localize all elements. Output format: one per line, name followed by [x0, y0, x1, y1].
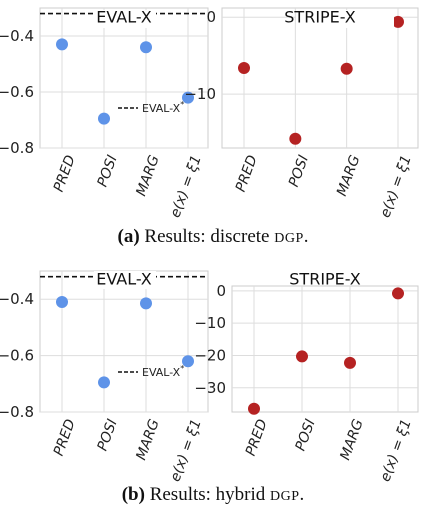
caption-a-text: Results: discrete	[140, 226, 275, 247]
caption-b-dgp: DGP	[270, 489, 300, 504]
data-point	[392, 287, 404, 300]
data-point	[140, 41, 152, 54]
data-point	[98, 112, 110, 125]
chart-title: EVAL-X	[96, 8, 152, 27]
x-tick-label: POSI	[95, 417, 121, 453]
caption-b: (b) Results: hybrid DGP.	[122, 484, 305, 505]
caption-a-end: .	[304, 226, 309, 247]
title-backdrop	[94, 10, 156, 28]
x-tick-label: MARG	[133, 417, 163, 462]
y-tick-label: −10	[184, 85, 216, 103]
chart-title: STRIPE-X	[289, 270, 361, 289]
data-point	[182, 91, 194, 104]
data-point	[344, 356, 356, 369]
data-point	[182, 355, 194, 368]
y-tick-label: −10	[194, 314, 226, 332]
x-tick-label: POSI	[286, 153, 312, 189]
x-tick-label: MARG	[337, 417, 367, 462]
caption-a: (a) Results: discrete DGP.	[118, 226, 309, 247]
x-tick-label: PRED	[51, 417, 79, 458]
x-tick-label: e(x) = ξ1	[167, 153, 204, 220]
x-tick-label: POSI	[95, 153, 121, 189]
chart-title: EVAL-X	[96, 270, 152, 289]
plot-area	[221, 7, 419, 149]
chart-panel-2: 0 −10 PRED POSI MARG e(x) = ξ1 STRIPE-X	[184, 7, 419, 220]
title-backdrop	[296, 10, 394, 28]
y-tick-label: −0.4	[0, 27, 34, 45]
legend-label: EVAL-X*	[142, 364, 184, 379]
chart-panel-1: −0.4 −0.6 −0.8 EVAL-X* PRED POSI MARG e(x) = ξ1…	[0, 7, 209, 220]
plot-area	[39, 270, 209, 413]
x-tick-label: MARG	[133, 153, 163, 198]
x-tick-label: e(x) = ξ1	[377, 417, 414, 484]
y-tick-label: −0.6	[0, 83, 34, 101]
chart-panel-3: −0.4 −0.6 −0.8 EVAL-X* PRED POSI MARG e(x) = ξ1…	[0, 270, 209, 484]
x-tick-label: PRED	[51, 153, 79, 194]
caption-b-tag: (b)	[122, 484, 145, 505]
x-tick-label: MARG	[334, 153, 364, 198]
caption-a-dgp: DGP	[274, 231, 304, 246]
y-tick-label: 0	[206, 8, 216, 26]
plot-area	[231, 285, 419, 413]
caption-b-end: .	[300, 484, 305, 505]
x-tick-label: PRED	[243, 417, 271, 458]
legend-label: EVAL-X*	[142, 100, 184, 115]
caption-b-text: Results: hybrid	[145, 484, 270, 505]
y-tick-label: −0.8	[0, 139, 34, 157]
data-point	[392, 15, 404, 28]
data-point	[56, 38, 68, 51]
y-tick-label: −0.4	[0, 290, 34, 308]
y-tick-label: −20	[194, 346, 226, 364]
data-point	[238, 62, 250, 74]
y-tick-label: 0	[216, 282, 226, 300]
data-point	[340, 62, 353, 75]
plot-area	[39, 7, 209, 149]
data-point	[98, 376, 110, 389]
x-tick-label: e(x) = ξ1	[377, 153, 414, 220]
y-tick-label: −0.6	[0, 347, 34, 365]
data-point	[248, 402, 260, 415]
data-point	[140, 297, 152, 310]
y-tick-label: −30	[194, 379, 226, 397]
x-tick-label: POSI	[293, 417, 319, 453]
data-point	[56, 296, 68, 309]
caption-a-tag: (a)	[118, 226, 140, 247]
x-tick-label: e(x) = ξ1	[167, 417, 204, 484]
y-tick-label: −0.8	[0, 403, 34, 421]
chart-title: STRIPE-X	[284, 8, 356, 27]
chart-panel-4: 0 −10 −20 −30 PRED POSI MARG e(x) = ξ1 STRIPE-X	[194, 270, 419, 484]
x-tick-label: PRED	[233, 153, 261, 194]
data-point	[296, 350, 308, 363]
data-point	[289, 132, 302, 145]
title-backdrop	[94, 271, 156, 289]
